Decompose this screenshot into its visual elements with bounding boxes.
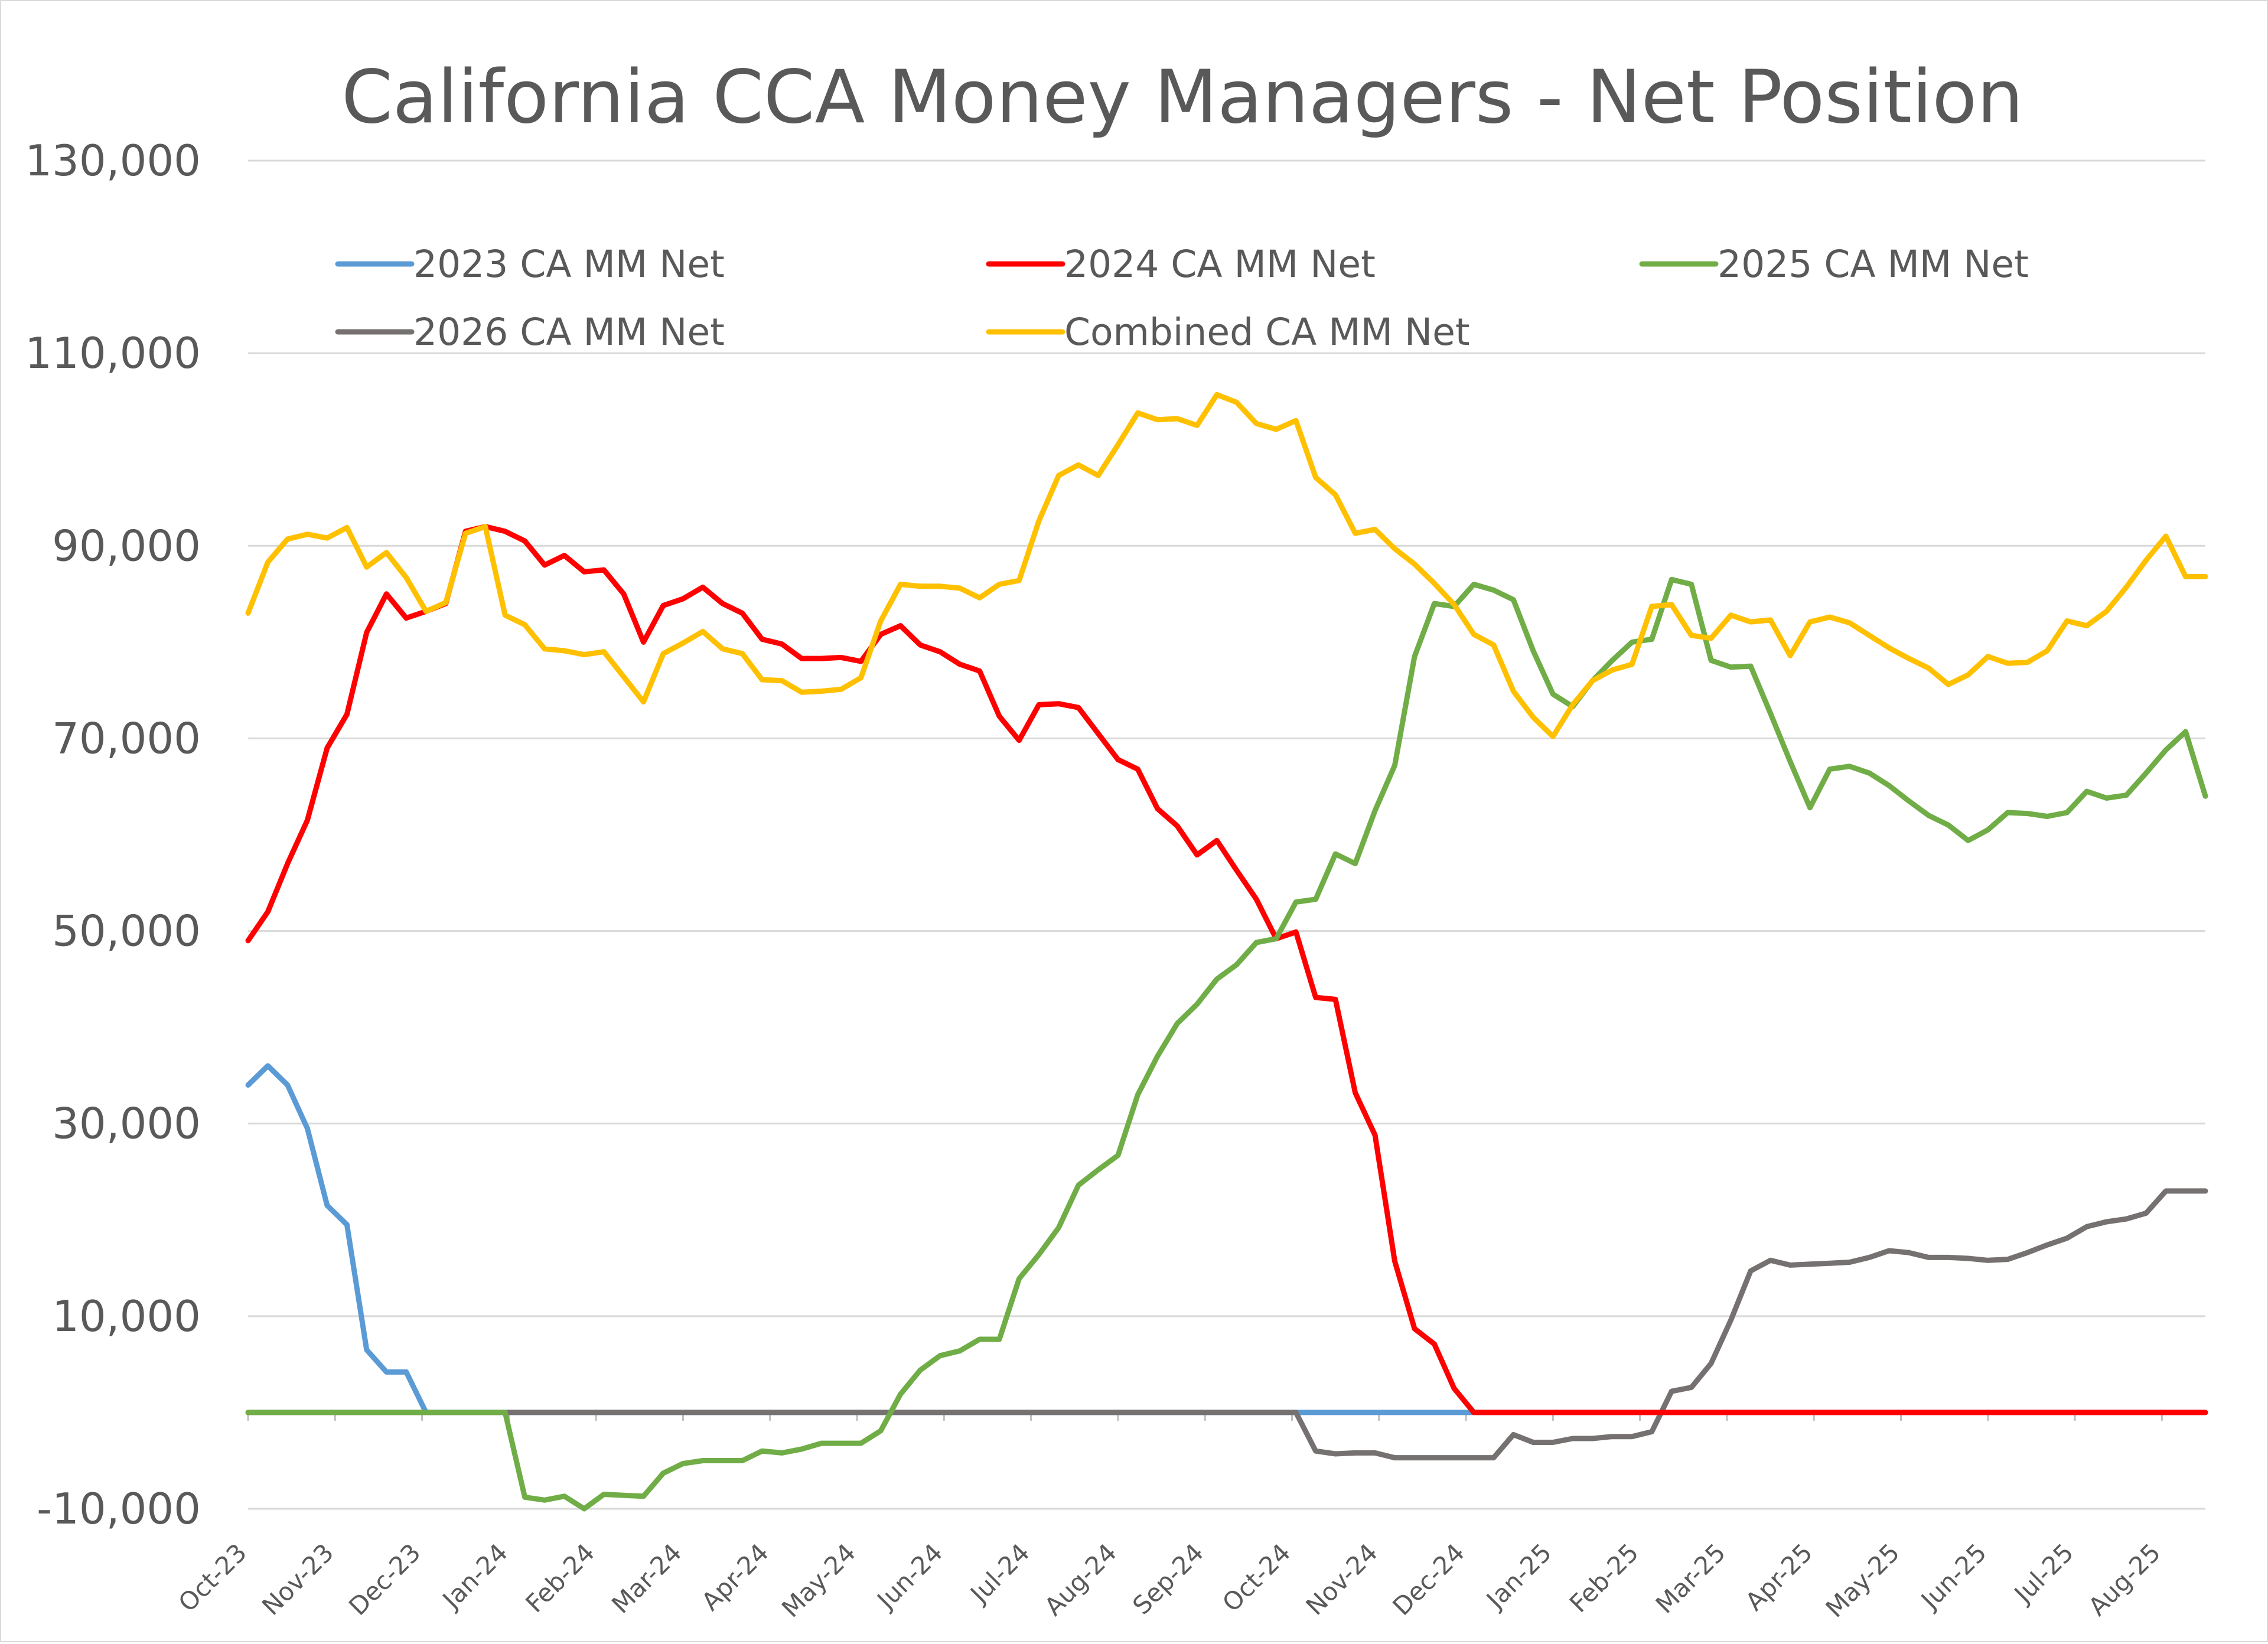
x-tick-label: Mar-25: [1650, 1538, 1731, 1619]
y-tick-label: 130,000: [25, 136, 201, 185]
x-tick-label: Apr-24: [696, 1538, 774, 1616]
y-tick-label: 90,000: [52, 521, 201, 570]
legend-label: 2024 CA MM Net: [1064, 243, 1376, 286]
y-tick-label: 70,000: [52, 713, 201, 763]
x-tick-label: May-24: [776, 1538, 861, 1623]
x-tick-label: Feb-25: [1564, 1538, 1644, 1618]
x-tick-label: Jan-24: [436, 1538, 513, 1615]
series-line-4: [245, 1188, 2208, 1461]
y-tick-label: 110,000: [25, 328, 201, 378]
chart-title: California CCA Money Managers - Net Posi…: [341, 55, 2023, 140]
x-tick-label: Aug-25: [2083, 1538, 2166, 1621]
x-tick-label: Sep-24: [1127, 1538, 1209, 1620]
x-tick-label: Dec-23: [343, 1538, 426, 1621]
x-tick-label: Mar-24: [606, 1538, 687, 1619]
series-line-2: [245, 524, 2208, 1415]
series-line-5: [245, 392, 2208, 739]
legend-label: Combined CA MM Net: [1064, 311, 1470, 354]
x-tick-label: Feb-24: [520, 1538, 600, 1618]
x-tick-label: Nov-23: [256, 1538, 339, 1620]
series-line-3: [245, 576, 2208, 1512]
x-tick-label: Jan-25: [1480, 1538, 1557, 1615]
legend: 2023 CA MM Net 2024 CA MM Net 2025 CA MM N…: [335, 243, 2029, 354]
x-tick-label: Jul-24: [964, 1538, 1035, 1609]
x-axis: Oct-23 Nov-23 Dec-23 Jan-24 Feb-24 Mar-24 Apr-…: [173, 1411, 2205, 1623]
y-tick-label: -10,000: [37, 1484, 201, 1534]
y-tick-label: 50,000: [52, 906, 201, 956]
x-tick-label: Jun-25: [1914, 1538, 1992, 1616]
x-tick-label: May-25: [1820, 1538, 1905, 1623]
y-axis-ticks: -10,000 10,000 30,000 50,000 70,000 90,000 110…: [25, 136, 201, 1534]
x-tick-label: Nov-24: [1300, 1538, 1383, 1620]
series-line-1: [245, 1063, 2208, 1415]
gridlines: [248, 159, 2205, 1510]
legend-label: 2023 CA MM Net: [413, 243, 725, 286]
y-tick-label: 10,000: [52, 1291, 201, 1341]
y-tick-label: 30,000: [52, 1099, 201, 1149]
x-tick-label: Jun-24: [871, 1538, 949, 1616]
series-lines: [245, 392, 2208, 1512]
x-tick-label: Oct-24: [1217, 1538, 1296, 1617]
x-tick-label: Apr-25: [1740, 1538, 1819, 1616]
x-tick-label: Oct-23: [173, 1538, 253, 1617]
legend-label: 2026 CA MM Net: [413, 311, 725, 354]
legend-label: 2025 CA MM Net: [1718, 243, 2029, 286]
x-tick-label: Dec-24: [1387, 1538, 1470, 1621]
x-tick-label: Jul-25: [2008, 1538, 2079, 1609]
x-tick-label: Aug-24: [1039, 1538, 1122, 1621]
